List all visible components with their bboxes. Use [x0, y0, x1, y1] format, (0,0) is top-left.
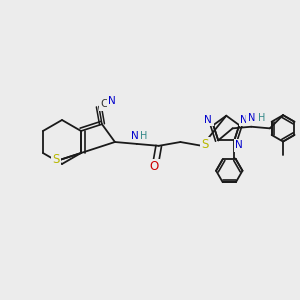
- Text: N: N: [204, 115, 212, 125]
- Text: N: N: [236, 140, 243, 150]
- Text: N: N: [248, 113, 255, 123]
- Text: S: S: [52, 153, 60, 166]
- Text: N: N: [240, 115, 248, 125]
- Text: S: S: [201, 138, 209, 151]
- Text: C: C: [100, 100, 107, 110]
- Text: N: N: [131, 131, 139, 141]
- Text: N: N: [108, 97, 116, 106]
- Text: H: H: [140, 131, 148, 141]
- Text: O: O: [149, 160, 159, 173]
- Text: H: H: [257, 113, 265, 123]
